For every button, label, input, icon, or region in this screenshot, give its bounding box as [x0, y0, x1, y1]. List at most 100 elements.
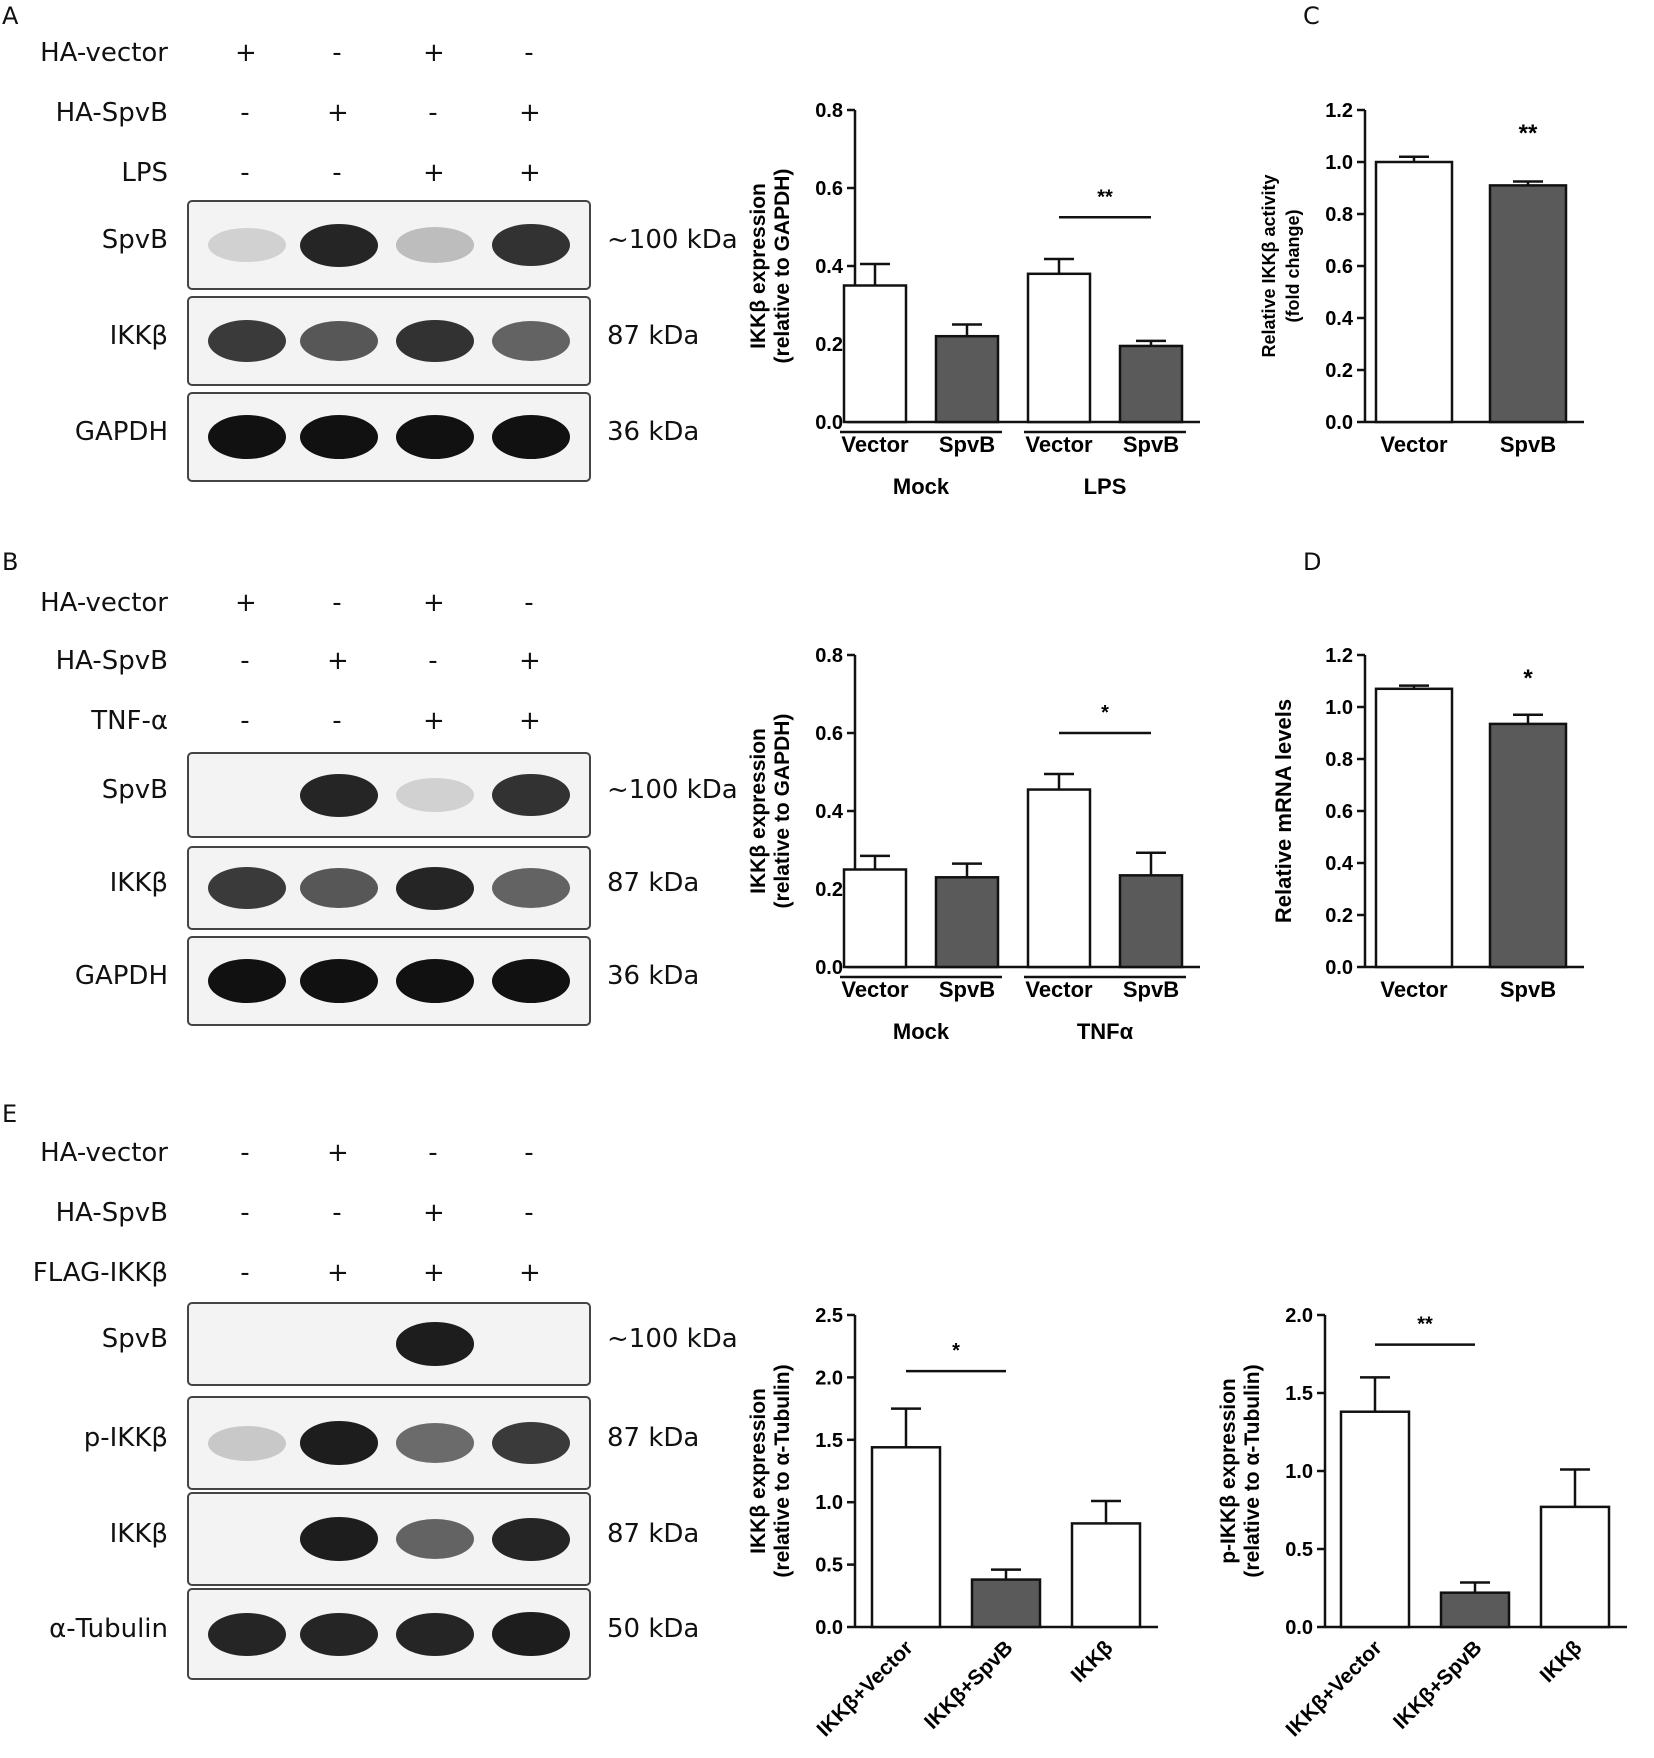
y-tick-label: 1.0 — [815, 1492, 843, 1514]
condition-sign: + — [423, 158, 445, 188]
protein-band — [396, 866, 474, 910]
y-tick-label: 0.8 — [815, 100, 843, 122]
protein-band — [492, 223, 570, 267]
y-tick-label: 1.5 — [815, 1430, 843, 1452]
y-tick-label: 0.8 — [1325, 204, 1353, 226]
molecular-weight-label: ~100 kDa — [607, 775, 738, 805]
y-tick-label: 0.6 — [815, 178, 843, 200]
y-axis-label-secondary: (relative to GAPDH) — [771, 169, 794, 364]
y-tick-label: 0.0 — [815, 412, 843, 434]
protein-band — [300, 320, 378, 362]
condition-sign: - — [332, 1198, 342, 1228]
blot-membrane — [187, 1588, 591, 1680]
condition-sign: - — [524, 1198, 534, 1228]
blot-membrane — [187, 936, 591, 1026]
significance-marker: ** — [1519, 120, 1538, 147]
condition-sign: - — [332, 158, 342, 188]
molecular-weight-label: 50 kDa — [607, 1614, 700, 1644]
y-tick-label: 0.5 — [1285, 1539, 1313, 1561]
blot-membrane — [187, 1492, 591, 1586]
blot-label: SpvB — [101, 1324, 168, 1354]
protein-band — [208, 1425, 286, 1461]
bar-chart-d: 0.0 0.2 0.4 0.6 0.8 1.0 1.2 Relative mRNA level… — [1271, 645, 1584, 1002]
condition-label: HA-SpvB — [55, 1198, 168, 1228]
x-category-label: Vector — [1025, 432, 1093, 457]
protein-band — [396, 1322, 474, 1366]
protein-band — [300, 867, 378, 909]
condition-sign: - — [428, 1138, 438, 1168]
molecular-weight-label: ~100 kDa — [607, 225, 738, 255]
protein-band — [300, 1612, 378, 1656]
protein-band — [208, 320, 286, 362]
blot-membrane — [187, 200, 591, 290]
x-category-label: IKKβ+SpvB — [1389, 1636, 1487, 1734]
molecular-weight-label: 87 kDa — [607, 321, 700, 351]
bar — [870, 1446, 942, 1629]
condition-sign: - — [240, 1198, 250, 1228]
bar — [970, 1578, 1042, 1629]
condition-sign: + — [519, 646, 541, 676]
blot-label: α-Tubulin — [49, 1614, 168, 1644]
panel-letter-a: A — [2, 2, 19, 30]
bar — [934, 876, 1000, 969]
protein-band — [492, 773, 570, 817]
group-label: LPS — [1084, 474, 1127, 499]
bar — [1439, 1591, 1511, 1629]
significance-marker: ** — [1097, 186, 1113, 208]
y-axis-label-secondary: (relative to α-Tubulin) — [1241, 1364, 1264, 1577]
condition-sign: - — [428, 98, 438, 128]
blot-label: IKKβ — [109, 868, 168, 898]
condition-sign: + — [327, 98, 349, 128]
condition-sign: + — [423, 588, 445, 618]
y-tick-label: 0.4 — [815, 256, 844, 278]
molecular-weight-label: 87 kDa — [607, 868, 700, 898]
bar — [1488, 722, 1568, 969]
x-category-label: Vector — [1380, 977, 1448, 1002]
panel-letter-e: E — [2, 1100, 18, 1128]
condition-sign: - — [240, 1138, 250, 1168]
bar — [1539, 1505, 1611, 1629]
y-tick-label: 0.0 — [815, 957, 843, 979]
y-tick-label: 1.0 — [1325, 697, 1353, 719]
blot-label: GAPDH — [74, 961, 168, 991]
y-tick-label: 1.0 — [1325, 152, 1353, 174]
protein-band — [208, 867, 286, 909]
condition-label: HA-SpvB — [55, 98, 168, 128]
bar — [1118, 874, 1184, 969]
protein-band — [492, 1422, 570, 1464]
bar — [1026, 788, 1092, 969]
blot-label: SpvB — [101, 225, 168, 255]
condition-label: HA-vector — [40, 38, 168, 68]
protein-band — [300, 959, 378, 1003]
y-tick-label: 0.0 — [1285, 1617, 1313, 1639]
condition-sign: + — [423, 706, 445, 736]
protein-band — [396, 1612, 474, 1656]
panel-letter-d: D — [1303, 548, 1322, 576]
x-category-label: SpvB — [1500, 432, 1556, 457]
molecular-weight-label: 36 kDa — [607, 417, 700, 447]
bar — [1339, 1410, 1411, 1629]
y-tick-label: 0.8 — [1325, 749, 1353, 771]
protein-band — [396, 319, 474, 363]
bar-chart-e1: 0.0 0.5 1.0 1.5 2.0 2.5 IKKβ expression (relati… — [747, 1305, 1158, 1741]
y-axis-label: Relative mRNA levels — [1271, 699, 1296, 923]
y-tick-label: 0.5 — [815, 1555, 843, 1577]
protein-band — [492, 415, 570, 459]
significance-marker: * — [952, 1340, 960, 1362]
condition-sign: + — [423, 1198, 445, 1228]
x-category-label: SpvB — [939, 977, 995, 1002]
protein-band — [300, 773, 378, 817]
condition-label: HA-vector — [40, 588, 168, 618]
significance-marker: * — [1101, 702, 1109, 724]
condition-label: HA-SpvB — [55, 646, 168, 676]
group-label: TNFα — [1077, 1019, 1134, 1044]
condition-sign: - — [524, 588, 534, 618]
blot-label: p-IKKβ — [83, 1423, 168, 1453]
x-category-label: IKKβ — [1536, 1636, 1587, 1687]
bar-chart-e2: 0.0 0.5 1.0 1.5 2.0 p-IKKβ expression (relativ… — [1217, 1305, 1627, 1741]
protein-band — [208, 415, 286, 459]
protein-band — [300, 223, 378, 267]
protein-band — [208, 959, 286, 1003]
blot-membrane — [187, 1302, 591, 1386]
blot-membrane — [187, 296, 591, 386]
